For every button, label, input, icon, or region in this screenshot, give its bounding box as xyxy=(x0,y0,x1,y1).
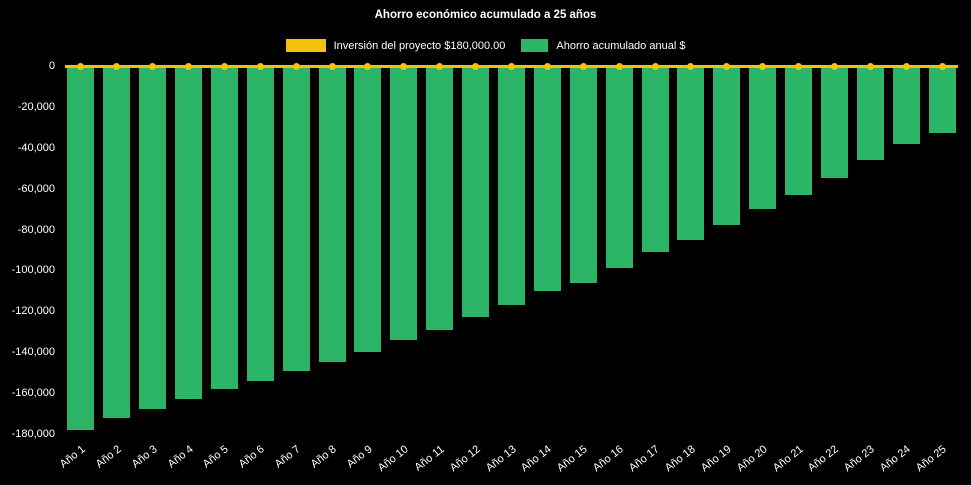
investment-line-marker xyxy=(651,62,659,70)
bar xyxy=(641,66,669,253)
legend: Inversión del proyecto $180,000.00 Ahorr… xyxy=(0,39,971,52)
investment-line-marker xyxy=(400,62,408,70)
bar xyxy=(569,66,597,283)
y-tick-label: -60,000 xyxy=(17,182,55,195)
investment-line-marker xyxy=(543,62,551,70)
y-tick-label: -100,000 xyxy=(11,264,55,277)
bar xyxy=(282,66,310,371)
savings-legend-swatch xyxy=(521,39,549,52)
investment-line-marker xyxy=(113,62,121,70)
investment-line-marker xyxy=(938,62,946,70)
investment-line-marker xyxy=(292,62,300,70)
y-tick-label: -80,000 xyxy=(17,223,55,236)
bar xyxy=(426,66,454,330)
bar xyxy=(498,66,525,306)
investment-line-marker xyxy=(149,62,157,70)
bar xyxy=(103,66,131,418)
bar xyxy=(139,66,167,410)
investment-line-marker xyxy=(436,62,444,70)
bar xyxy=(67,66,95,430)
investment-line-marker xyxy=(185,62,193,70)
bar xyxy=(533,66,561,291)
y-tick-label: -20,000 xyxy=(17,100,55,113)
investment-line-marker xyxy=(723,62,731,70)
bar xyxy=(390,66,418,340)
investment-line-marker xyxy=(472,62,480,70)
bar xyxy=(354,66,382,353)
investment-line-marker xyxy=(77,62,85,70)
investment-legend-label: Inversión del proyecto $180,000.00 xyxy=(333,39,506,52)
y-tick-label: -160,000 xyxy=(11,387,55,400)
bar xyxy=(820,66,848,179)
investment-line-marker xyxy=(364,62,372,70)
bar xyxy=(210,66,238,390)
bar xyxy=(785,66,813,195)
investment-line-marker xyxy=(256,62,264,70)
y-tick-label: -140,000 xyxy=(11,346,55,359)
y-tick-label: 0 xyxy=(48,60,55,72)
investment-line-marker xyxy=(902,62,910,70)
bar xyxy=(749,66,777,210)
investment-line-marker xyxy=(866,62,874,70)
bar xyxy=(175,66,203,400)
bar xyxy=(892,66,920,144)
y-tick-label: -180,000 xyxy=(11,428,55,440)
bar xyxy=(462,66,490,318)
investment-line-marker xyxy=(687,62,695,70)
y-tick-label: -120,000 xyxy=(11,305,55,318)
investment-line-marker xyxy=(795,62,803,70)
legend-item-investment: Inversión del proyecto $180,000.00 xyxy=(285,39,506,52)
bar xyxy=(246,66,274,381)
investment-line-marker xyxy=(830,62,838,70)
chart-title: Ahorro económico acumulado a 25 años xyxy=(374,9,597,21)
investment-legend-swatch xyxy=(285,39,326,52)
savings-legend-label: Ahorro acumulado anual $ xyxy=(556,39,686,52)
bar xyxy=(928,66,956,134)
investment-line-marker xyxy=(579,62,587,70)
y-tick-label: -40,000 xyxy=(17,141,55,154)
investment-line-marker xyxy=(220,62,228,70)
bar xyxy=(856,66,884,161)
investment-line-marker xyxy=(759,62,767,70)
investment-line-marker xyxy=(615,62,623,70)
bar xyxy=(677,66,705,240)
bar xyxy=(713,66,741,226)
bar xyxy=(318,66,346,363)
legend-item-savings: Ahorro acumulado anual $ xyxy=(521,39,685,52)
bar xyxy=(605,66,633,269)
investment-line-marker xyxy=(508,62,515,70)
investment-line-marker xyxy=(328,62,336,70)
